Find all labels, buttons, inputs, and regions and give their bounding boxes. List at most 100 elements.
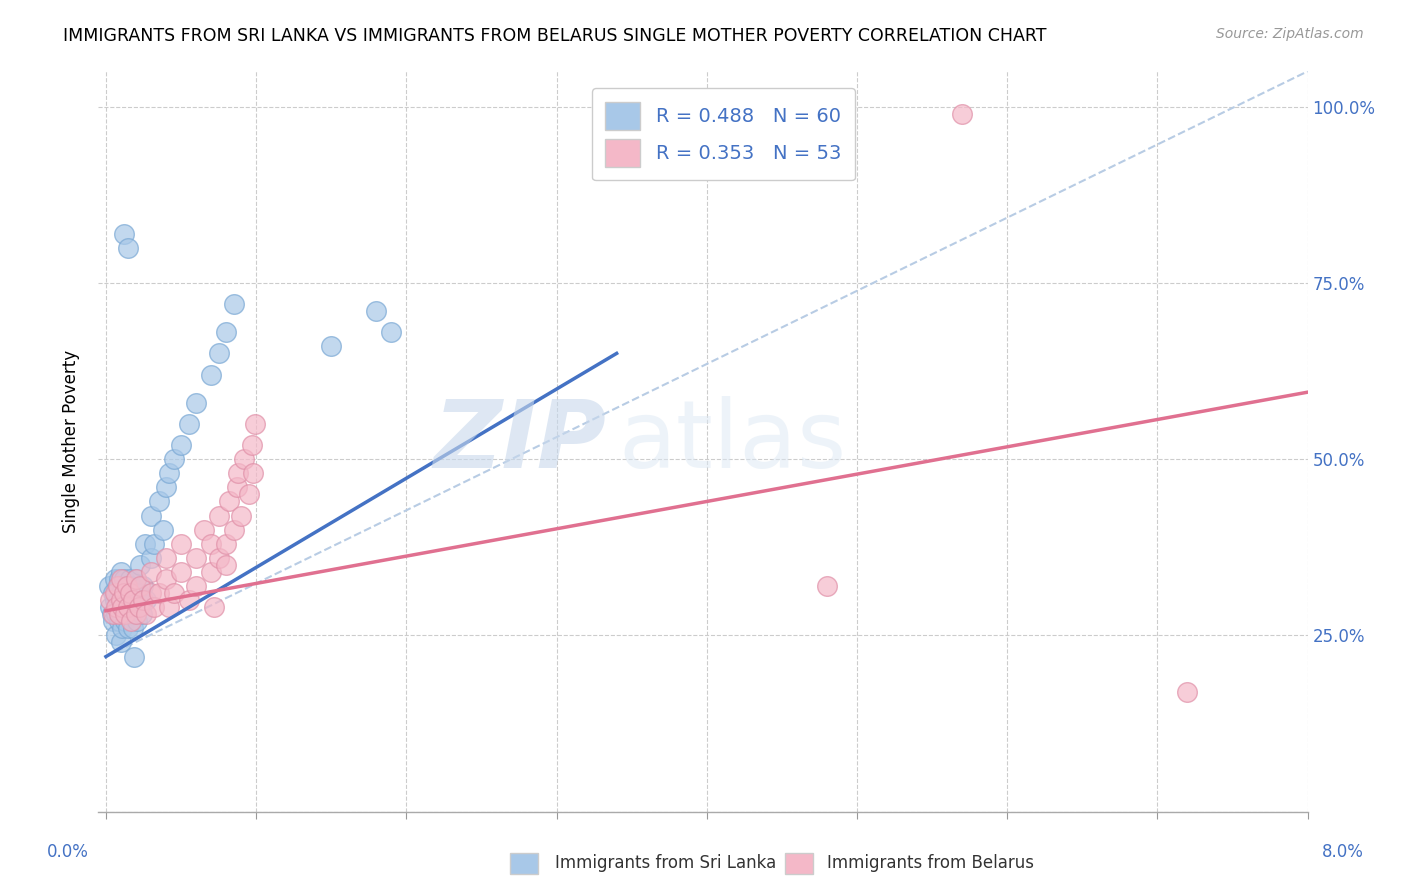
Point xyxy=(125,572,148,586)
Point xyxy=(111,600,134,615)
Point xyxy=(207,508,229,523)
Point xyxy=(157,600,180,615)
Point xyxy=(242,467,264,481)
Point xyxy=(162,452,184,467)
Point xyxy=(135,607,157,622)
Point xyxy=(112,600,135,615)
Point xyxy=(143,537,166,551)
Point xyxy=(233,452,256,467)
Point xyxy=(148,586,170,600)
Point xyxy=(128,586,150,600)
Point xyxy=(170,565,193,579)
Point xyxy=(117,621,139,635)
Point xyxy=(243,417,266,431)
Point xyxy=(143,600,166,615)
Point xyxy=(111,621,134,635)
Point xyxy=(207,346,229,360)
Point xyxy=(124,649,146,664)
Point xyxy=(177,417,200,431)
Point xyxy=(215,558,238,572)
Point xyxy=(121,579,143,593)
Point xyxy=(226,467,249,481)
Point xyxy=(107,600,129,615)
Point xyxy=(200,368,222,382)
Point xyxy=(117,600,139,615)
Text: ZIP: ZIP xyxy=(433,395,606,488)
Point xyxy=(110,635,132,649)
Point xyxy=(110,565,132,579)
Text: Source: ZipAtlas.com: Source: ZipAtlas.com xyxy=(1216,27,1364,41)
Point xyxy=(225,480,247,494)
Point xyxy=(129,579,152,593)
Text: 0.0%: 0.0% xyxy=(46,843,89,861)
Point xyxy=(117,593,139,607)
Point xyxy=(122,621,145,635)
Point xyxy=(104,593,127,607)
Point xyxy=(107,579,129,593)
Point xyxy=(222,297,245,311)
Point xyxy=(115,579,138,593)
Point xyxy=(101,607,124,622)
Point xyxy=(103,615,125,629)
Point xyxy=(125,607,148,622)
Point xyxy=(240,438,263,452)
Point xyxy=(162,586,184,600)
Point xyxy=(114,615,136,629)
Point xyxy=(139,550,162,565)
Point xyxy=(229,508,252,523)
Point xyxy=(112,586,135,600)
Point xyxy=(105,607,128,622)
Point xyxy=(121,615,143,629)
Point xyxy=(366,304,388,318)
Point xyxy=(118,572,141,586)
Point xyxy=(207,550,229,565)
Point xyxy=(104,586,127,600)
Point xyxy=(184,550,207,565)
Point xyxy=(1177,685,1199,699)
Point xyxy=(155,480,177,494)
Point xyxy=(122,593,145,607)
Point xyxy=(110,593,132,607)
Point xyxy=(132,579,155,593)
Point xyxy=(200,537,222,551)
Point xyxy=(218,494,240,508)
Text: Immigrants from Belarus: Immigrants from Belarus xyxy=(827,855,1033,872)
Point xyxy=(238,487,260,501)
Point xyxy=(157,467,180,481)
Point xyxy=(114,607,136,622)
Point xyxy=(170,537,193,551)
Y-axis label: Single Mother Poverty: Single Mother Poverty xyxy=(62,350,80,533)
Point xyxy=(125,600,148,615)
Point xyxy=(139,508,162,523)
Point xyxy=(127,615,149,629)
Point xyxy=(125,572,148,586)
Point xyxy=(148,494,170,508)
Point xyxy=(97,579,120,593)
Point xyxy=(200,565,222,579)
Point xyxy=(107,593,129,607)
Point xyxy=(110,607,132,622)
Point xyxy=(155,572,177,586)
Point xyxy=(112,572,135,586)
Point xyxy=(104,572,127,586)
Point xyxy=(222,523,245,537)
Point xyxy=(121,607,143,622)
Point xyxy=(103,607,125,622)
Point xyxy=(108,572,131,586)
Point xyxy=(111,593,134,607)
Point xyxy=(118,600,141,615)
Point xyxy=(193,523,215,537)
Point xyxy=(215,537,238,551)
Point xyxy=(122,593,145,607)
Point xyxy=(131,607,153,622)
Point xyxy=(139,586,162,600)
Point xyxy=(152,523,174,537)
Text: IMMIGRANTS FROM SRI LANKA VS IMMIGRANTS FROM BELARUS SINGLE MOTHER POVERTY CORRE: IMMIGRANTS FROM SRI LANKA VS IMMIGRANTS … xyxy=(63,27,1047,45)
Point xyxy=(128,600,150,615)
Point xyxy=(135,593,157,607)
Point xyxy=(105,586,128,600)
Point xyxy=(114,586,136,600)
Point xyxy=(134,537,156,551)
Point xyxy=(215,325,238,339)
Point xyxy=(380,325,402,339)
